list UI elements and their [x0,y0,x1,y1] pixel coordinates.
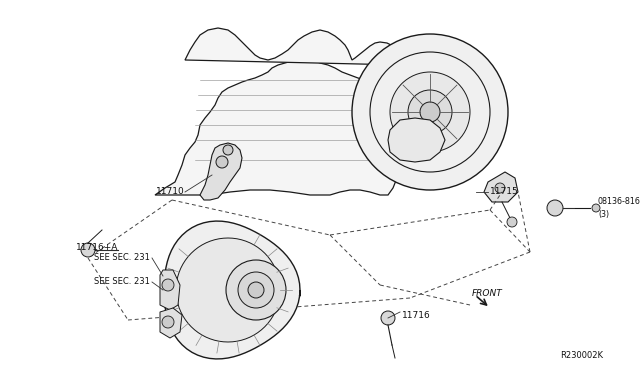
Polygon shape [160,270,180,310]
Text: 11710: 11710 [156,187,185,196]
Text: 11716: 11716 [402,311,431,320]
Circle shape [390,72,470,152]
Circle shape [495,183,505,193]
Circle shape [238,272,274,308]
Text: SEE SEC. 231: SEE SEC. 231 [94,278,150,286]
Polygon shape [176,238,280,342]
Text: SEE SEC. 231: SEE SEC. 231 [94,253,150,263]
Text: FRONT: FRONT [472,289,503,298]
Polygon shape [160,308,182,338]
Circle shape [352,34,508,190]
Polygon shape [484,172,518,202]
Polygon shape [185,28,403,65]
Circle shape [408,90,452,134]
Text: (3): (3) [598,209,609,218]
Circle shape [162,316,174,328]
Circle shape [381,311,395,325]
Circle shape [223,145,233,155]
Circle shape [420,102,440,122]
Circle shape [248,282,264,298]
Circle shape [81,243,95,257]
Text: 11715: 11715 [490,187,519,196]
Polygon shape [164,221,300,359]
Circle shape [216,156,228,168]
Circle shape [162,279,174,291]
Circle shape [547,200,563,216]
Polygon shape [388,118,445,162]
Text: R230002K: R230002K [560,352,603,360]
Circle shape [507,217,517,227]
Polygon shape [155,60,403,195]
Text: 11716+A: 11716+A [76,243,118,251]
Text: 08136-8161A: 08136-8161A [598,198,640,206]
Polygon shape [200,143,242,200]
Circle shape [592,204,600,212]
Circle shape [226,260,286,320]
